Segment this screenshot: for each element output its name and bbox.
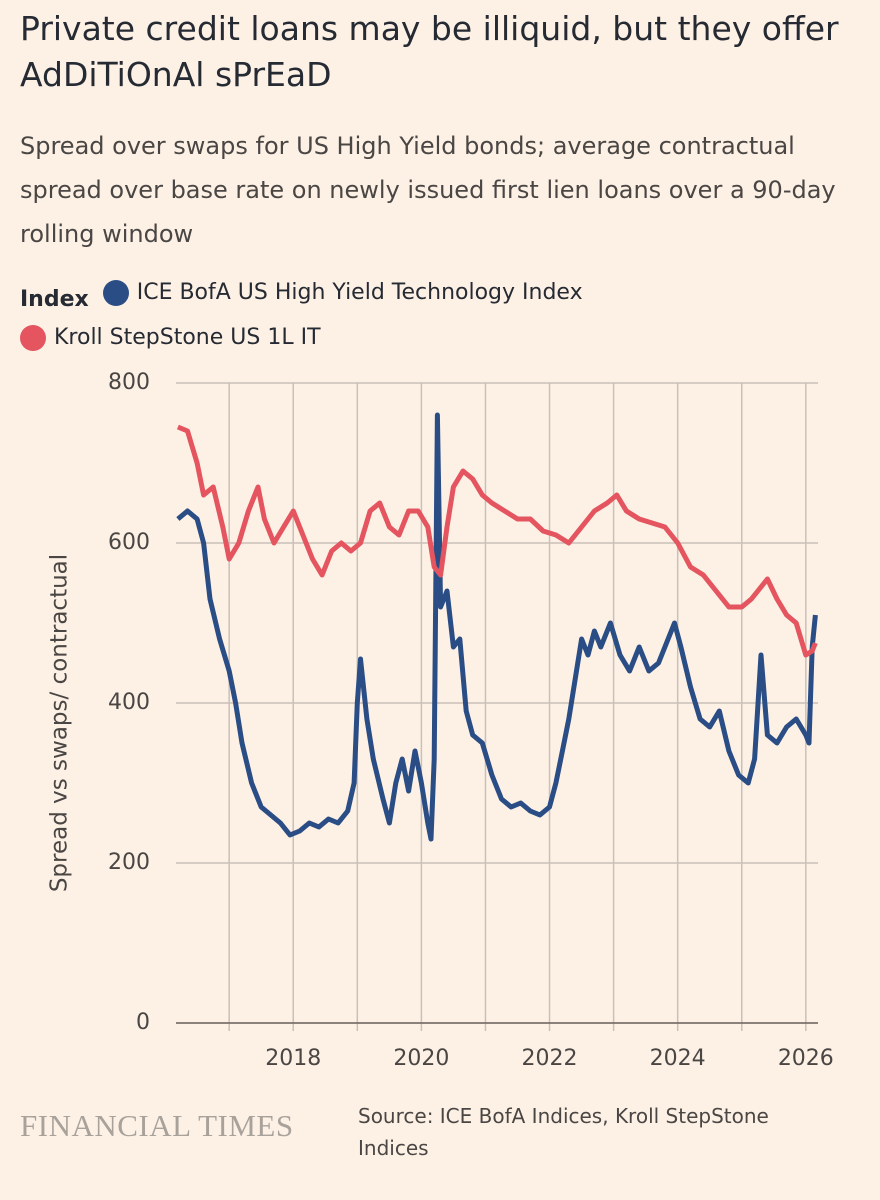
source: Source: ICE BofA Indices, Kroll StepSton… <box>358 1104 769 1160</box>
x-tick-label: 2026 <box>778 1046 834 1071</box>
x-tick-label: 2018 <box>265 1046 321 1071</box>
brand: FINANCIAL TIMES <box>20 1108 294 1143</box>
x-tick-label: 2020 <box>393 1046 449 1071</box>
legend-swatch <box>102 280 129 306</box>
legend-item: Kroll StepStone US 1L IT <box>20 319 321 357</box>
y-axis-label: Spread vs swaps/ contractual <box>47 554 73 892</box>
legend-title: Index <box>20 287 89 312</box>
x-tick-label: 2024 <box>650 1046 706 1071</box>
legend: Index ICE BofA US High Yield Technology I… <box>20 274 720 364</box>
legend-label: ICE BofA US High Yield Technology Index <box>136 280 583 305</box>
y-tick-label: 0 <box>136 1010 150 1035</box>
x-tick-label: 2022 <box>522 1046 578 1071</box>
chart-subtitle: Spread over swaps for US High Yield bond… <box>20 132 836 248</box>
line <box>176 412 818 842</box>
legend-swatch <box>20 325 46 351</box>
y-tick-label: 200 <box>108 850 150 875</box>
line <box>176 424 818 658</box>
y-tick-label: 600 <box>108 530 150 555</box>
y-tick-label: 800 <box>108 370 150 395</box>
y-tick-label: 400 <box>108 690 150 715</box>
legend-label: Kroll StepStone US 1L IT <box>54 325 321 350</box>
legend-item: ICE BofA US High Yield Technology Index <box>102 274 583 312</box>
chart-title: Private credit loans may be illiquid, bu… <box>20 9 839 94</box>
